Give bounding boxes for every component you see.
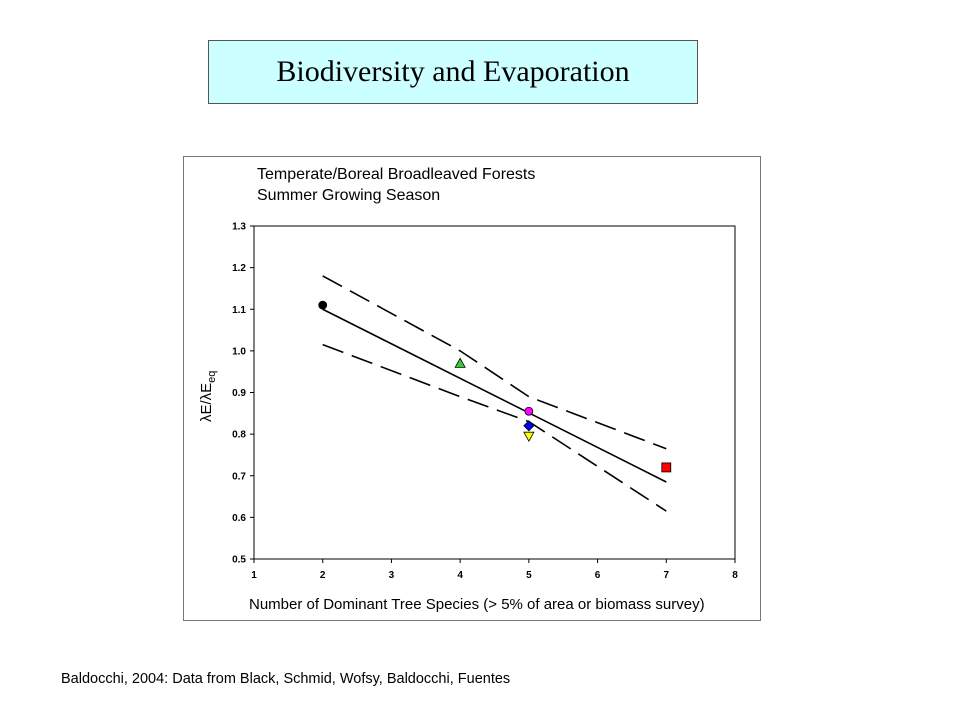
data-point-triangle-up	[454, 357, 466, 368]
y-axis: 0.5 0.6 0.7 0.8 0.9 1.0 1.1 1.2 1.3	[232, 222, 254, 566]
y-tick-label: 0.9	[232, 388, 246, 399]
y-tick-label: 0.6	[232, 513, 246, 524]
chart-title-line-1: Temperate/Boreal Broadleaved Forests	[257, 166, 535, 183]
x-tick-label: 6	[595, 570, 601, 581]
y-tick-label: 1.2	[232, 263, 246, 274]
y-tick-label: 0.5	[232, 555, 246, 566]
x-tick-label: 2	[320, 570, 326, 581]
scatter-chart: Temperate/Boreal Broadleaved Forests Sum…	[198, 166, 738, 613]
regression-lines	[322, 275, 667, 512]
data-point-square	[661, 462, 672, 473]
y-tick-label: 1.3	[232, 222, 246, 233]
x-tick-label: 1	[251, 570, 257, 581]
y-tick-label: 0.7	[232, 471, 246, 482]
regression-line	[322, 308, 667, 483]
y-tick-label: 1.0	[232, 346, 246, 357]
x-axis: 1 2 3 4 5 6 7 8	[251, 559, 738, 581]
slide-title: Biodiversity and Evaporation	[276, 55, 630, 88]
x-axis-title: Number of Dominant Tree Species (> 5% of…	[249, 596, 705, 613]
data-point-triangle-down	[523, 431, 535, 443]
chart-title-line-2: Summer Growing Season	[257, 187, 440, 204]
x-tick-label: 4	[457, 570, 463, 581]
x-tick-label: 3	[389, 570, 395, 581]
y-axis-title-subscript: eq	[206, 371, 218, 383]
confidence-band-line	[322, 343, 667, 512]
confidence-band-line	[322, 275, 667, 450]
x-tick-label: 8	[732, 570, 738, 581]
data-point-diamond	[523, 420, 535, 432]
data-points	[318, 300, 672, 473]
y-tick-label: 1.1	[232, 305, 246, 316]
y-axis-title: λE/λEeq	[198, 371, 218, 422]
data-point-circle	[524, 406, 534, 416]
slide-title-box: Biodiversity and Evaporation	[208, 40, 698, 104]
source-citation: Baldocchi, 2004: Data from Black, Schmid…	[61, 671, 511, 687]
y-axis-title-main: λE/λE	[198, 383, 215, 422]
chart-frame: Temperate/Boreal Broadleaved Forests Sum…	[183, 156, 761, 621]
x-tick-label: 7	[664, 570, 670, 581]
data-point-circle	[318, 300, 328, 310]
y-tick-label: 0.8	[232, 430, 246, 441]
x-tick-label: 5	[526, 570, 532, 581]
